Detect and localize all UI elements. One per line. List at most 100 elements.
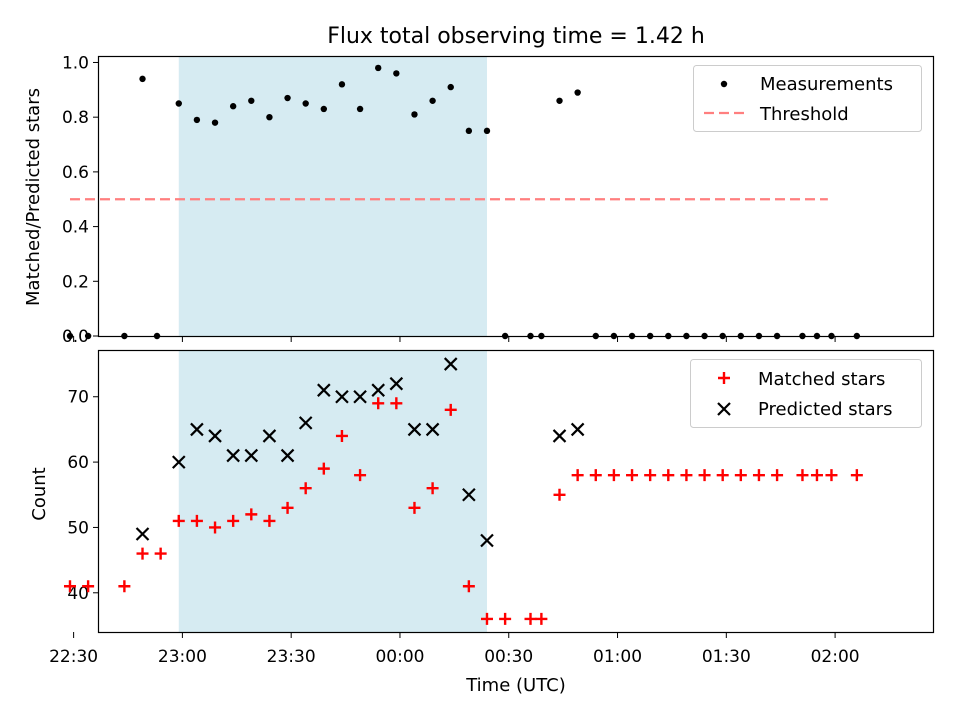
predicted-star-point <box>480 533 494 548</box>
bottom-y-tick-label: 40 <box>67 584 89 604</box>
predicted-star-point <box>208 429 222 443</box>
measurement-point <box>375 64 382 72</box>
top-plot-frame <box>97 55 935 338</box>
bottom-panel: 40 50 60 70 22:30 23:00 23:30 00:00 00:30 01:00 0… <box>29 349 935 696</box>
bottom-x-axis: 22:30 23:00 23:30 00:00 00:30 01:00 01:30 02:00 <box>49 632 860 667</box>
measurement-point <box>302 100 309 107</box>
matched-star-point <box>607 469 620 482</box>
measurement-point <box>193 116 201 124</box>
legend-predicted-label: Predicted stars <box>758 399 892 420</box>
matched-star-point <box>771 469 784 482</box>
chart-title: Flux total observing time = 1.42 h <box>327 24 705 49</box>
predicted-star-point <box>335 389 349 404</box>
matched-star-point <box>372 397 385 410</box>
measurement-point <box>248 97 255 104</box>
bottom-plot-frame <box>97 349 935 634</box>
x-tick-label: 01:30 <box>702 647 751 667</box>
predicted-star-point <box>389 376 404 391</box>
x-tick-label: 00:30 <box>484 647 533 667</box>
matched-star-point <box>535 612 548 625</box>
matched-star-point <box>499 612 512 625</box>
legend-measurements-label: Measurements <box>760 74 893 95</box>
top-y-tick-label: 0.0 <box>62 327 89 347</box>
matched-star-points <box>63 397 863 625</box>
matched-star-point <box>263 514 276 527</box>
predicted-star-point <box>552 429 567 443</box>
matched-star-point <box>716 469 729 482</box>
x-tick-label: 00:00 <box>375 647 424 667</box>
matched-star-point <box>426 482 439 495</box>
predicted-star-point <box>226 448 240 463</box>
matched-star-point <box>825 469 838 482</box>
matched-star-point <box>796 469 809 482</box>
bottom-shaded-interval <box>178 351 487 632</box>
predicted-star-point <box>244 448 259 463</box>
measurement-point <box>483 127 491 135</box>
predicted-star-point <box>298 416 313 430</box>
top-y-tick-label: 1.0 <box>62 53 89 73</box>
measurement-point <box>556 97 563 104</box>
matched-star-point <box>462 580 475 593</box>
legend-predicted-marker <box>717 402 731 416</box>
matched-star-point <box>850 469 863 482</box>
top-y-tick-label: 0.4 <box>62 218 89 238</box>
predicted-star-point <box>262 429 277 443</box>
measurement-point <box>284 94 291 102</box>
matched-star-point <box>662 469 675 482</box>
matched-star-point <box>118 580 131 593</box>
top-legend: Measurements Threshold <box>693 65 922 132</box>
top-shaded-interval <box>178 57 487 336</box>
matched-star-point <box>82 580 95 593</box>
matched-star-point <box>190 514 203 527</box>
matched-star-point <box>810 469 823 482</box>
bottom-legend: Matched stars Predicted stars <box>690 359 922 428</box>
matched-star-point <box>245 508 258 521</box>
predicted-star-point <box>407 422 422 437</box>
measurement-point <box>356 105 364 113</box>
predicted-star-point <box>171 455 186 469</box>
measurement-point <box>139 75 146 83</box>
predicted-star-point <box>425 422 440 437</box>
x-axis-label: Time (UTC) <box>465 675 566 696</box>
measurement-point <box>320 105 328 113</box>
measurement-point <box>465 127 473 135</box>
matched-star-point <box>209 521 222 534</box>
predicted-star-point <box>570 422 585 437</box>
bottom-legend-frame <box>690 359 922 428</box>
matched-star-point <box>63 580 76 593</box>
bottom-y-axis: 40 50 60 70 <box>67 388 99 604</box>
matched-star-point <box>644 469 657 482</box>
predicted-star-point <box>443 357 458 371</box>
bottom-y-axis-label: Count <box>29 467 50 520</box>
legend-measurements-marker <box>720 80 728 88</box>
matched-star-point <box>317 462 330 475</box>
matched-star-point <box>626 469 639 482</box>
measurement-point <box>411 111 418 118</box>
matched-star-point <box>390 397 403 410</box>
top-y-tick-label: 0.6 <box>62 163 89 183</box>
measurement-point <box>66 332 74 340</box>
matched-star-point <box>154 547 167 560</box>
matched-star-point <box>444 403 457 416</box>
matched-star-point <box>281 501 294 514</box>
matched-star-point <box>299 482 312 495</box>
matched-star-point <box>480 612 493 625</box>
bottom-y-tick-label: 50 <box>67 518 89 538</box>
x-tick-label: 23:30 <box>267 647 316 667</box>
predicted-star-point <box>190 422 204 437</box>
legend-threshold-label: Threshold <box>759 104 849 125</box>
matched-star-point <box>227 514 240 527</box>
predicted-star-point <box>353 389 367 404</box>
legend-matched-label: Matched stars <box>758 369 885 390</box>
x-tick-label: 23:00 <box>158 647 207 667</box>
predicted-star-point <box>317 383 331 397</box>
predicted-star-point <box>280 448 295 463</box>
x-tick-label: 01:00 <box>593 647 642 667</box>
predicted-star-points <box>135 357 585 548</box>
matched-star-point <box>734 469 747 482</box>
measurement-point <box>574 89 581 96</box>
predicted-star-point <box>371 383 385 397</box>
matched-star-point <box>752 469 765 482</box>
bottom-y-tick-label: 60 <box>67 453 89 473</box>
